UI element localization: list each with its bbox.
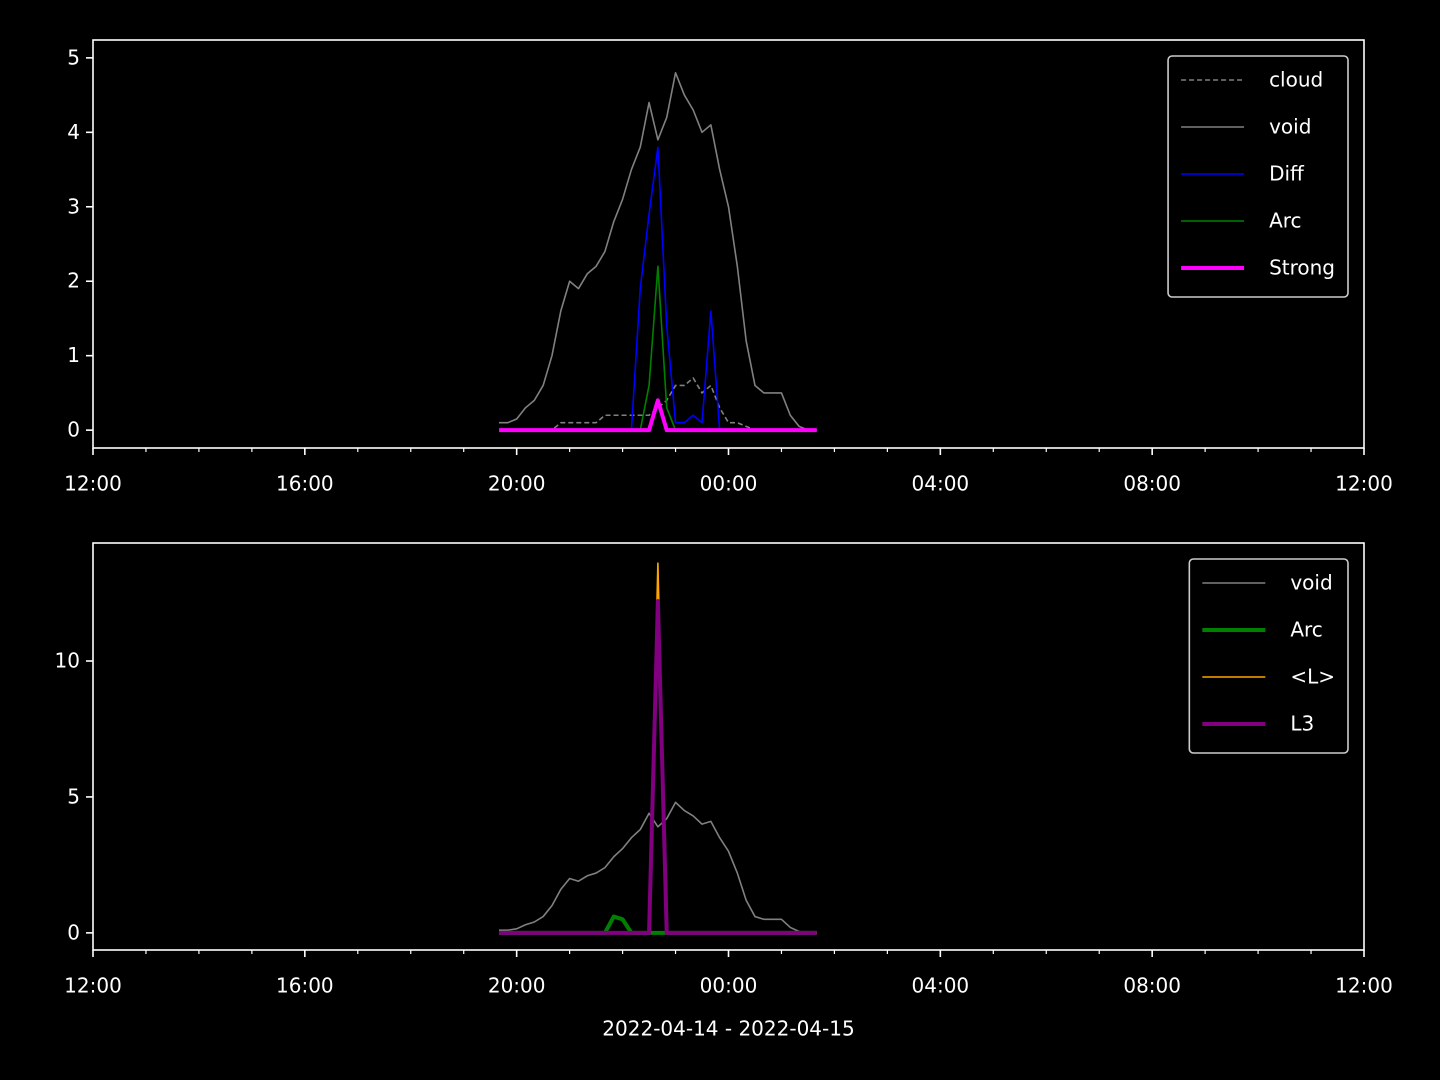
x-tick-label: 04:00 (912, 974, 970, 998)
y-tick-label: 5 (67, 45, 80, 69)
plot-area (499, 562, 817, 935)
data-line (499, 398, 817, 433)
legend-label: void (1269, 115, 1311, 139)
y-tick-label: 0 (67, 418, 80, 442)
y-tick-label: 1 (67, 343, 80, 367)
subplot: 0 5 10 12:00 16:00 20:00 00:00 04:00 08:00 12:00 2… (55, 542, 1393, 1041)
subplot: 0 1 2 3 4 5 12:00 16:00 20:00 00:00 04:00 08:00 12:0… (64, 39, 1393, 496)
legend-label: cloud (1269, 68, 1323, 92)
x-tick-label: 16:00 (276, 974, 334, 998)
y-tick-label: 2 (67, 269, 80, 293)
x-tick-label: 08:00 (1123, 472, 1181, 496)
legend: void Arc <L> L3 (1188, 558, 1349, 754)
legend: cloud void Diff Arc Strong (1167, 55, 1349, 298)
x-tick-label: 12:00 (1335, 974, 1393, 998)
legend-label: void (1290, 571, 1332, 595)
data-line (499, 801, 817, 934)
legend-frame (1188, 558, 1349, 754)
legend-label: Diff (1269, 162, 1305, 186)
x-tick-label: 12:00 (64, 974, 122, 998)
legend-label: Strong (1269, 256, 1335, 280)
x-tick-label: 04:00 (912, 472, 970, 496)
y-tick-label: 0 (67, 920, 80, 944)
x-tick-label: 16:00 (276, 472, 334, 496)
legend-label: Arc (1269, 209, 1301, 233)
legend-frame (1167, 55, 1349, 298)
x-tick-label: 20:00 (488, 472, 546, 496)
legend-label: <L> (1290, 665, 1335, 689)
plot-area (499, 71, 817, 433)
x-tick-label: 12:00 (1335, 472, 1393, 496)
y-tick-label: 3 (67, 194, 80, 218)
x-tick-label: 00:00 (700, 472, 758, 496)
x-axis-label: 2022-04-14 - 2022-04-15 (602, 1017, 854, 1041)
y-tick-label: 5 (67, 784, 80, 808)
x-tick-label: 00:00 (700, 974, 758, 998)
data-line (499, 599, 817, 935)
data-line (499, 71, 817, 431)
x-tick-label: 08:00 (1123, 974, 1181, 998)
legend-label: L3 (1290, 712, 1314, 736)
y-tick-label: 10 (55, 648, 80, 672)
y-tick-label: 4 (67, 120, 80, 144)
legend-label: Arc (1290, 618, 1322, 642)
x-tick-label: 20:00 (488, 974, 546, 998)
x-tick-label: 12:00 (64, 472, 122, 496)
